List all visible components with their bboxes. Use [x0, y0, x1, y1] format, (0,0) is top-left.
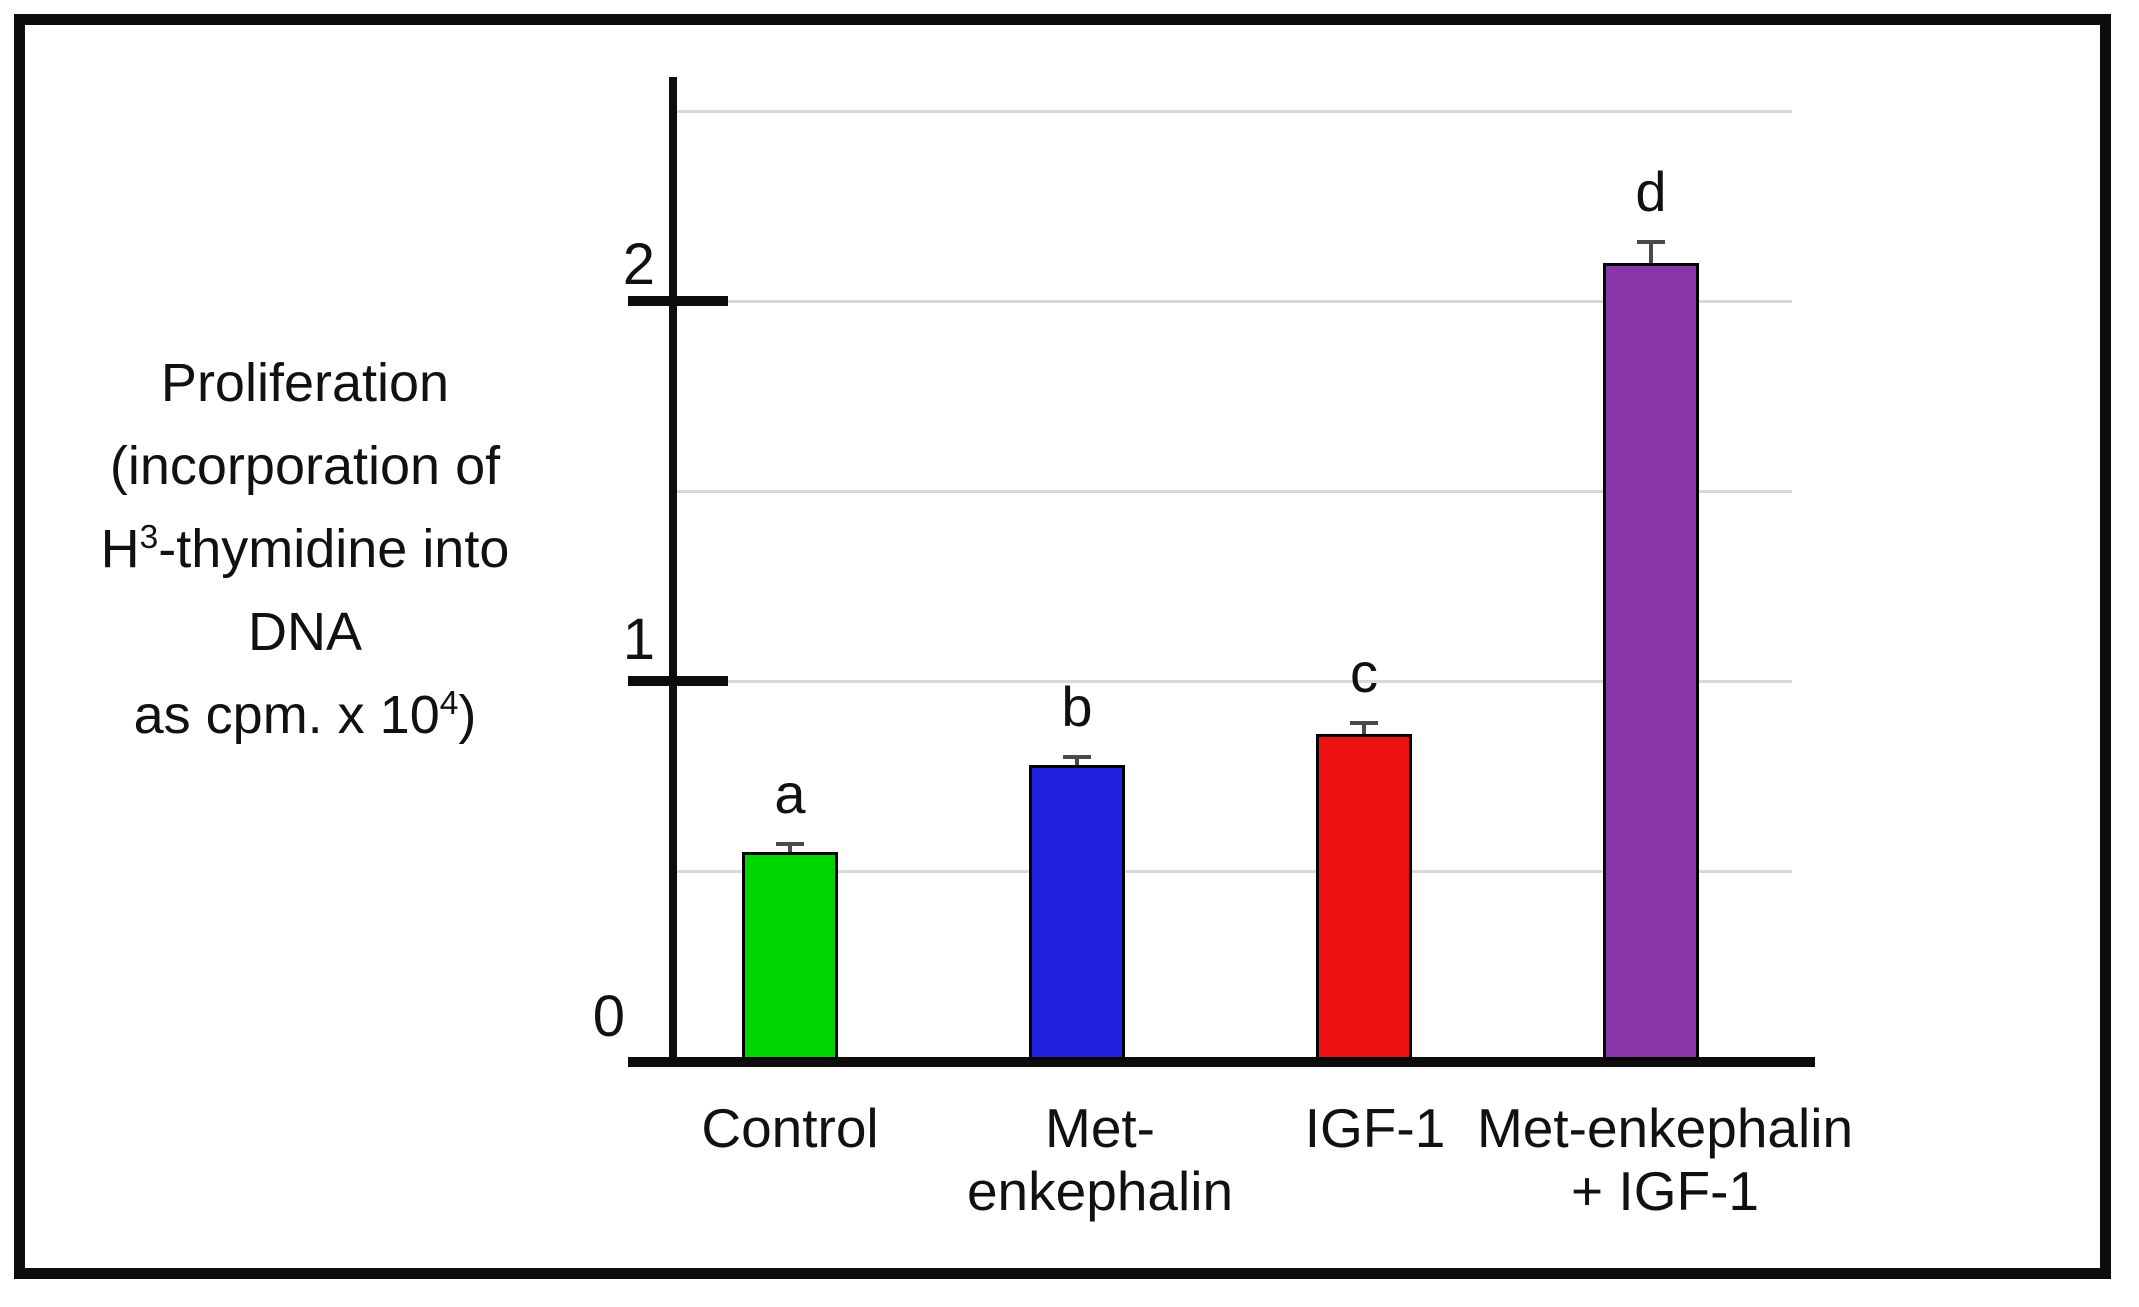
bar-met-enkephalin-igf-1 [1603, 263, 1699, 1060]
x-label-line: + IGF-1 [1571, 1160, 1759, 1222]
x-label-met-enkephalin-igf-1: Met-enkephalin + IGF-1 [1435, 1097, 1895, 1223]
x-label-met-enkephalin: Met- enkephalin [870, 1097, 1330, 1223]
error-bar-met-enkephalin-igf-1 [1649, 242, 1653, 273]
y-axis-line [669, 77, 677, 1067]
figure-outer-border [14, 14, 2111, 1279]
gridline-2-0 [677, 300, 1792, 303]
y-axis-label-line: H3-thymidine into [100, 519, 510, 579]
y-axis-label-line: as cpm. x 104) [133, 685, 477, 745]
y-tick-2 [628, 296, 728, 306]
significance-letter-b: b [1061, 675, 1093, 738]
x-label-line: Met- [1045, 1097, 1155, 1159]
significance-letter-c: c [1350, 641, 1378, 704]
gridline-1-5 [677, 490, 1792, 493]
y-tick-label-0: 0 [592, 984, 625, 1049]
gridline-0-5 [677, 870, 1792, 873]
bar-igf-1 [1316, 734, 1412, 1060]
x-label-igf-1: IGF-1 [1145, 1097, 1605, 1160]
x-label-line: Met-enkephalin [1476, 1097, 1854, 1159]
y-axis-label-line: (incorporation of [109, 436, 501, 496]
bar-met-enkephalin [1029, 765, 1125, 1060]
y-tick-label-2: 2 [622, 232, 655, 297]
y-axis-label-line: DNA [247, 602, 362, 662]
x-label-control: Control [560, 1097, 1020, 1160]
x-label-line: IGF-1 [1304, 1097, 1446, 1159]
y-tick-label-1: 1 [622, 607, 655, 672]
error-bar-igf-1 [1362, 723, 1366, 744]
x-label-line: Control [701, 1097, 879, 1159]
error-bar-cap-control [776, 842, 804, 846]
y-axis-label-line: Proliferation [160, 353, 450, 413]
gridline-2-5 [677, 110, 1792, 113]
error-bar-cap-met-enkephalin [1063, 755, 1091, 759]
x-label-line: enkephalin [966, 1160, 1234, 1222]
x-axis-line [628, 1057, 1815, 1067]
error-bar-cap-met-enkephalin-igf-1 [1637, 240, 1665, 244]
error-bar-cap-igf-1 [1350, 721, 1378, 725]
bar-control [742, 852, 838, 1060]
y-tick-1 [628, 676, 728, 686]
significance-letter-d: d [1635, 160, 1667, 223]
y-axis-label: Proliferation (incorporation of H3-thymi… [70, 342, 540, 757]
significance-letter-a: a [774, 762, 806, 825]
gridline-1-0 [677, 680, 1792, 683]
